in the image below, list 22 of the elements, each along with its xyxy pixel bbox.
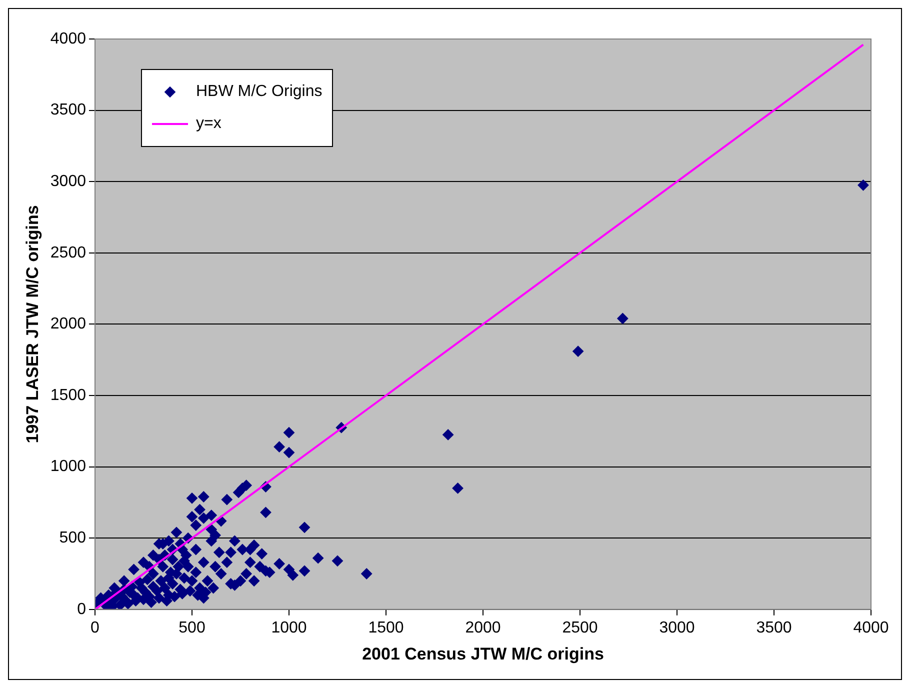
x-tick-label: 2500 xyxy=(562,619,598,636)
y-tick-label: 3000 xyxy=(50,173,86,190)
y-tick-label: 2000 xyxy=(50,316,86,333)
y-tick-label: 1500 xyxy=(50,386,86,404)
y-tick-label: 500 xyxy=(59,530,86,547)
y-tick-label: 2500 xyxy=(50,244,86,262)
y-tick-label: 1000 xyxy=(50,458,86,476)
x-axis-title: 2001 Census JTW M/C origins xyxy=(362,644,604,664)
x-tick-label: 1000 xyxy=(271,619,307,636)
x-tick-label: 1500 xyxy=(368,619,404,636)
y-axis-title: 1997 LASER JTW M/C origins xyxy=(22,205,42,444)
x-tick-label: 3000 xyxy=(659,619,695,636)
legend-label: y=x xyxy=(196,115,222,133)
x-tick-label: 0 xyxy=(90,619,100,636)
y-tick-label: 3500 xyxy=(50,102,86,119)
y-tick-label: 4000 xyxy=(50,30,86,48)
x-tick-label: 4000 xyxy=(853,619,889,636)
x-tick-label: 3500 xyxy=(756,619,792,636)
x-tick-label: 2000 xyxy=(465,619,501,636)
x-tick-label: 500 xyxy=(178,619,206,636)
y-tick-label: 0 xyxy=(77,600,86,618)
legend-label: HBW M/C Origins xyxy=(196,83,322,101)
